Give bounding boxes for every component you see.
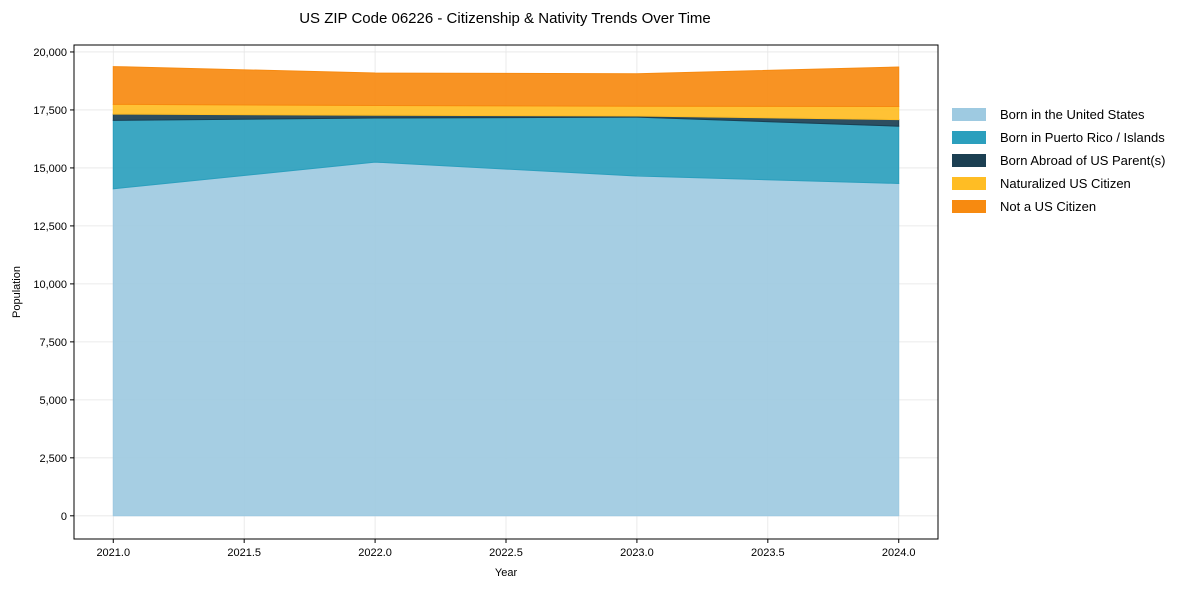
area-series-not-a-us-citizen [112, 66, 900, 107]
x-tick-label: 2023.0 [620, 547, 654, 559]
y-tick-label: 15,000 [33, 163, 67, 175]
y-tick-label: 0 [61, 511, 67, 523]
x-tick-label: 2024.0 [882, 547, 916, 559]
area-series-born-in-the-united-states [112, 161, 900, 517]
legend-swatch [952, 108, 986, 121]
legend-label: Born in the United States [1000, 107, 1145, 122]
y-axis-label: Population [11, 266, 23, 318]
legend-swatch [952, 154, 986, 167]
x-tick-label: 2022.0 [358, 547, 392, 559]
y-tick-label: 12,500 [33, 221, 67, 233]
y-tick-label: 7,500 [39, 337, 67, 349]
legend-label: Born Abroad of US Parent(s) [1000, 153, 1165, 168]
x-axis-ticks: 2021.0 2021.5 2022.0 2022.5 2023.0 2023.5 2024… [96, 539, 916, 559]
x-tick-label: 2023.5 [751, 547, 785, 559]
chart-title: US ZIP Code 06226 - Citizenship & Nativi… [299, 10, 711, 27]
y-tick-label: 17,500 [33, 105, 67, 117]
legend-label: Born in Puerto Rico / Islands [1000, 130, 1165, 145]
legend-label: Not a US Citizen [1000, 199, 1096, 214]
legend-swatch [952, 131, 986, 144]
x-tick-label: 2022.5 [489, 547, 523, 559]
x-axis-label: Year [495, 567, 518, 579]
legend-label: Naturalized US Citizen [1000, 176, 1131, 191]
y-tick-label: 5,000 [39, 395, 67, 407]
legend-swatch [952, 177, 986, 190]
y-tick-label: 2,500 [39, 453, 67, 465]
y-tick-label: 10,000 [33, 279, 67, 291]
legend-swatch [952, 200, 986, 213]
stacked-areas [112, 66, 900, 517]
legend: Born in the United States Born in Puerto … [952, 107, 1165, 214]
x-tick-label: 2021.0 [96, 547, 130, 559]
y-axis-ticks: 0 2,500 5,000 7,500 10,000 12,500 15,000 17,500… [33, 47, 74, 523]
x-tick-label: 2021.5 [227, 547, 261, 559]
y-tick-label: 20,000 [33, 47, 67, 59]
